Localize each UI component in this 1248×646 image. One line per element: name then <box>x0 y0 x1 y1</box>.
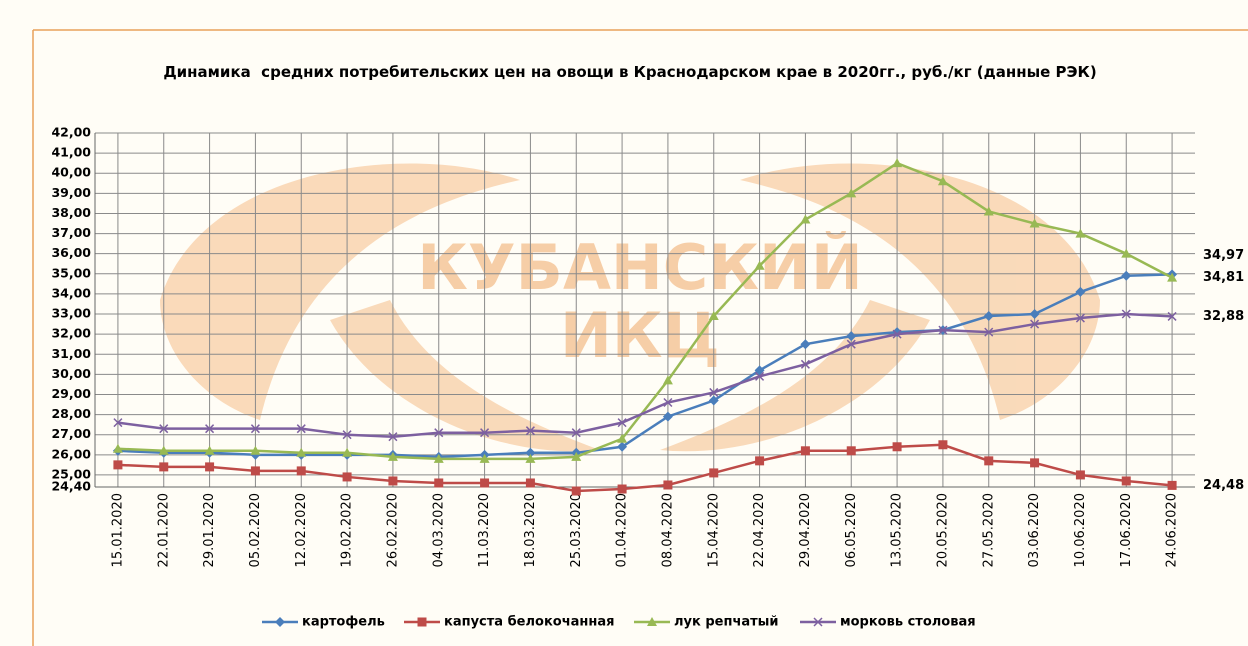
marker <box>418 618 427 627</box>
marker <box>984 456 993 465</box>
x-tick-label: 04.03.2020 <box>431 493 446 567</box>
marker <box>159 462 168 471</box>
x-tick-label: 29.01.2020 <box>202 493 217 567</box>
y-tick-label: 38,00 <box>51 205 91 220</box>
y-tick-label: 37,00 <box>51 225 91 240</box>
marker <box>526 478 535 487</box>
x-tick-label: 15.01.2020 <box>110 493 125 567</box>
data-label: 32,88 <box>1203 309 1244 324</box>
y-tick-label: 34,00 <box>51 285 91 300</box>
x-tick-label: 22.04.2020 <box>752 493 767 567</box>
x-tick-label: 11.03.2020 <box>477 493 492 567</box>
x-tick-label: 05.02.2020 <box>248 493 263 567</box>
marker <box>388 476 397 485</box>
marker <box>663 480 672 489</box>
x-tick-label: 26.02.2020 <box>385 493 400 567</box>
y-tick-label: 42,00 <box>51 125 91 140</box>
marker <box>847 446 856 455</box>
x-tick-label: 27.05.2020 <box>981 493 996 567</box>
y-tick-label: 25,00 <box>51 466 91 481</box>
legend-label: морковь столовая <box>840 615 976 630</box>
y-tick-label: 29,00 <box>51 386 91 401</box>
marker <box>113 460 122 469</box>
marker <box>1030 458 1039 467</box>
x-tick-label: 29.04.2020 <box>798 493 813 567</box>
x-tick-label: 15.04.2020 <box>706 493 721 567</box>
marker <box>1122 476 1131 485</box>
marker <box>205 462 214 471</box>
marker <box>297 466 306 475</box>
data-label: 24,48 <box>1203 478 1244 493</box>
x-tick-label: 03.06.2020 <box>1027 493 1042 567</box>
x-tick-label: 13.05.2020 <box>890 493 905 567</box>
y-tick-label: 26,00 <box>51 446 91 461</box>
x-tick-label: 22.01.2020 <box>156 493 171 567</box>
marker <box>893 442 902 451</box>
marker <box>755 456 764 465</box>
watermark: КУБАНСКИЙ <box>417 231 863 304</box>
y-tick-label: 27,00 <box>51 426 91 441</box>
x-tick-label: 01.04.2020 <box>615 493 630 567</box>
x-tick-label: 19.02.2020 <box>340 493 355 567</box>
x-tick-label: 12.02.2020 <box>294 493 309 567</box>
y-tick-label: 40,00 <box>51 165 91 180</box>
legend-label: картофель <box>302 615 385 630</box>
marker <box>1168 481 1177 490</box>
x-tick-label: 17.06.2020 <box>1119 493 1134 567</box>
marker <box>618 485 627 494</box>
x-tick-label: 20.05.2020 <box>935 493 950 567</box>
marker <box>938 440 947 449</box>
y-tick-label: 28,00 <box>51 406 91 421</box>
chart-title: Динамика средних потребительских цен на … <box>130 60 1130 85</box>
legend-label: лук репчатый <box>674 615 779 630</box>
x-tick-label: 10.06.2020 <box>1073 493 1088 567</box>
chart: КУБАНСКИЙ ИКЦ Динамика средних потребите… <box>0 0 1248 646</box>
marker <box>343 472 352 481</box>
x-tick-label: 25.03.2020 <box>569 493 584 567</box>
y-tick-label: 41,00 <box>51 145 91 160</box>
data-label: 34,81 <box>1203 270 1244 285</box>
x-tick-label: 08.04.2020 <box>660 493 675 567</box>
y-tick-label: 30,00 <box>51 366 91 381</box>
x-tick-label: 24.06.2020 <box>1165 493 1180 567</box>
x-tick-label: 18.03.2020 <box>523 493 538 567</box>
marker <box>801 446 810 455</box>
marker <box>251 466 260 475</box>
y-tick-label: 32,00 <box>51 326 91 341</box>
legend-label: капуста белокочанная <box>444 615 614 630</box>
y-tick-label: 31,00 <box>51 346 91 361</box>
x-tick-label: 06.05.2020 <box>844 493 859 567</box>
y-tick-label: 35,00 <box>51 265 91 280</box>
page: КУБАНСКИЙ ИКЦ Динамика средних потребите… <box>0 0 1248 646</box>
marker <box>709 468 718 477</box>
watermark: ИКЦ <box>560 299 720 372</box>
y-tick-label: 36,00 <box>51 245 91 260</box>
marker <box>480 478 489 487</box>
title-box: Динамика средних потребительских цен на … <box>130 60 1130 120</box>
data-label: 34,97 <box>1203 248 1244 263</box>
marker <box>1076 470 1085 479</box>
marker <box>572 487 581 496</box>
y-tick-label: 33,00 <box>51 306 91 321</box>
marker <box>434 478 443 487</box>
y-tick-label: 39,00 <box>51 185 91 200</box>
